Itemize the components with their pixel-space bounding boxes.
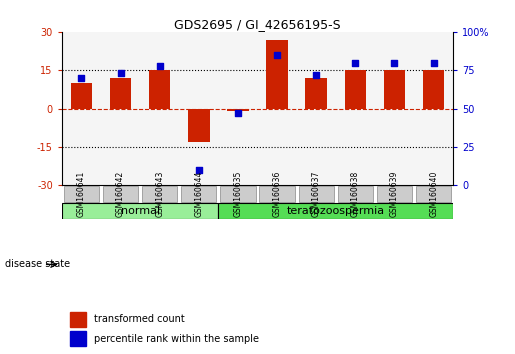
Bar bbox=[70, 331, 86, 346]
Bar bbox=[345, 70, 366, 109]
Bar bbox=[62, 203, 218, 219]
Point bbox=[234, 110, 242, 116]
Point bbox=[390, 60, 399, 65]
Text: GSM160644: GSM160644 bbox=[194, 171, 203, 217]
Text: normal: normal bbox=[121, 206, 160, 216]
Point bbox=[156, 63, 164, 68]
Bar bbox=[423, 70, 444, 109]
Bar bbox=[384, 70, 405, 109]
Text: GSM160639: GSM160639 bbox=[390, 171, 399, 217]
Point bbox=[273, 52, 281, 58]
Text: GSM160640: GSM160640 bbox=[429, 171, 438, 217]
Bar bbox=[188, 109, 210, 142]
Bar bbox=[299, 186, 334, 202]
Text: GSM160643: GSM160643 bbox=[155, 171, 164, 217]
Bar bbox=[377, 186, 412, 202]
Bar bbox=[103, 186, 138, 202]
Text: GSM160635: GSM160635 bbox=[233, 171, 243, 217]
Bar bbox=[71, 83, 92, 109]
Text: disease state: disease state bbox=[5, 259, 70, 269]
Point bbox=[351, 60, 359, 65]
Bar bbox=[305, 78, 327, 109]
Bar bbox=[227, 109, 249, 111]
Text: transformed count: transformed count bbox=[94, 314, 185, 325]
Text: teratozoospermia: teratozoospermia bbox=[287, 206, 385, 216]
Bar bbox=[416, 186, 451, 202]
Bar bbox=[266, 40, 288, 109]
Bar bbox=[142, 186, 177, 202]
Text: percentile rank within the sample: percentile rank within the sample bbox=[94, 333, 259, 344]
Title: GDS2695 / GI_42656195-S: GDS2695 / GI_42656195-S bbox=[174, 18, 341, 31]
Text: GSM160642: GSM160642 bbox=[116, 171, 125, 217]
Bar bbox=[149, 70, 170, 109]
Point bbox=[77, 75, 85, 81]
Text: GSM160637: GSM160637 bbox=[312, 171, 321, 217]
Text: GSM160636: GSM160636 bbox=[272, 171, 282, 217]
Bar bbox=[110, 78, 131, 109]
Bar bbox=[70, 312, 86, 327]
Bar bbox=[181, 186, 216, 202]
Point bbox=[430, 60, 438, 65]
Point bbox=[116, 70, 125, 76]
Bar bbox=[220, 186, 255, 202]
Bar bbox=[338, 186, 373, 202]
Text: GSM160641: GSM160641 bbox=[77, 171, 86, 217]
Bar bbox=[218, 203, 453, 219]
Point bbox=[312, 72, 320, 78]
Bar bbox=[260, 186, 295, 202]
Point bbox=[195, 167, 203, 173]
Text: GSM160638: GSM160638 bbox=[351, 171, 360, 217]
Bar bbox=[64, 186, 99, 202]
